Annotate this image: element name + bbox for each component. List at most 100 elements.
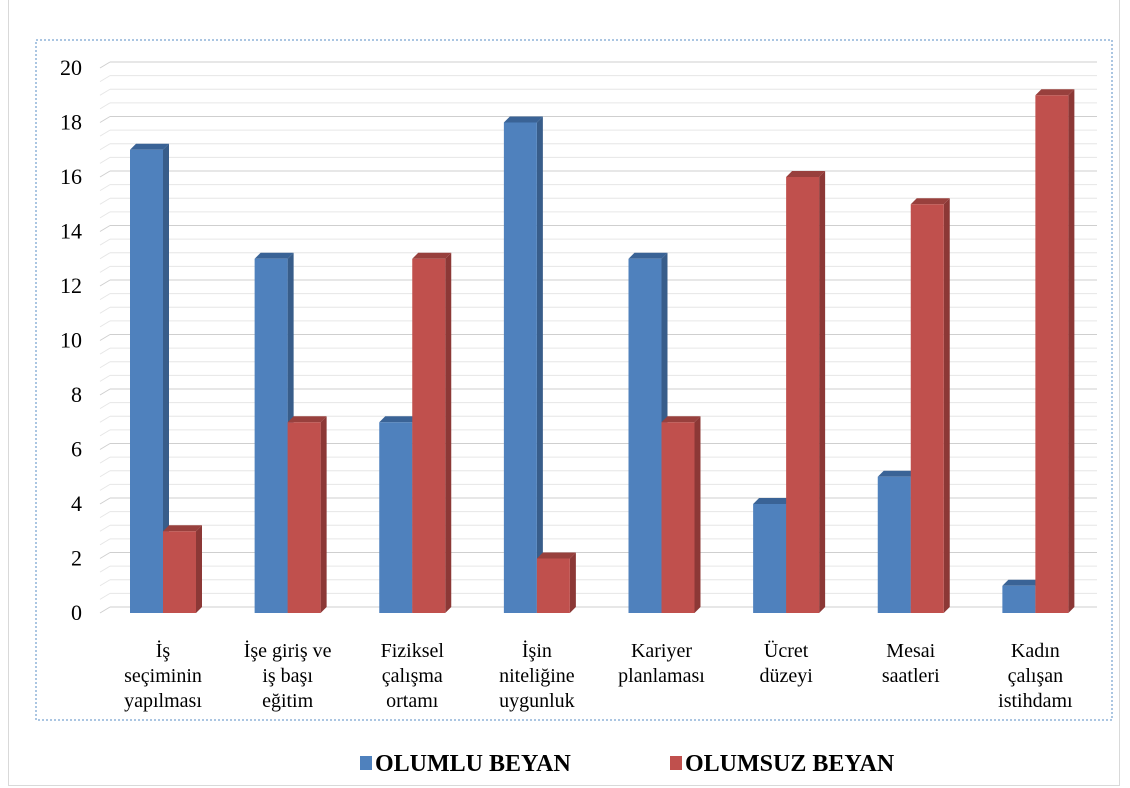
gridline-major-depth (99, 606, 111, 614)
bar-side-face (1068, 89, 1075, 613)
bar-top-face (910, 198, 950, 205)
outer-frame (8, 0, 1120, 786)
gridline-minor-depth (99, 238, 111, 246)
bar-olumsuz-5 (661, 416, 701, 613)
gridline-minor-depth (99, 429, 111, 437)
y-tick-label: 0 (71, 600, 82, 625)
bar-top-face (1002, 579, 1042, 586)
bar-front-face (536, 558, 570, 613)
y-tick-label: 6 (71, 437, 82, 462)
y-tick-label: 16 (60, 164, 82, 189)
legend: OLUMLU BEYAN OLUMSUZ BEYAN (360, 751, 895, 777)
bar-front-face (1035, 95, 1069, 613)
bar-olumsuz-3 (412, 252, 452, 613)
bar-olumlu-4 (503, 116, 543, 613)
y-tick-label: 4 (71, 491, 82, 516)
bar-front-face (910, 204, 944, 613)
bar-olumsuz-2 (287, 416, 327, 613)
bar-top-face (379, 416, 419, 423)
bar-olumsuz-7 (910, 198, 950, 613)
x-tick-label: Mesai saatleri (882, 640, 940, 687)
gridline-major-depth (99, 279, 111, 287)
gridline-minor-depth (99, 320, 111, 328)
gridline-major-depth (99, 225, 111, 232)
gridline-minor-depth (99, 211, 111, 219)
gridline-minor-depth (99, 184, 111, 192)
gridline-major-depth (99, 334, 111, 341)
x-tick-label: İş seçiminin yapılması (124, 639, 202, 712)
gridline-minor-depth (99, 252, 111, 260)
bar-front-face (1002, 585, 1036, 613)
gridline-minor-depth (99, 197, 111, 205)
legend-label: OLUMSUZ BEYAN (685, 751, 895, 777)
gridline-minor-depth (99, 483, 111, 491)
y-tick-label: 12 (60, 273, 82, 298)
gridline-minor-depth (99, 579, 111, 587)
bar-top-face (1035, 89, 1075, 96)
gridline-major-depth (99, 170, 111, 178)
bar-top-face (536, 552, 576, 559)
bar-top-face (163, 525, 202, 532)
bar-side-face (943, 198, 950, 613)
bar-olumsuz-4 (536, 552, 576, 613)
bar-top-face (254, 252, 294, 259)
y-tick-label: 2 (71, 546, 82, 571)
gridline-minor-depth (99, 129, 111, 137)
y-tick-label: 10 (60, 328, 82, 353)
bar-top-face (503, 116, 543, 123)
gridline-minor-depth (99, 361, 111, 369)
bar-front-face (130, 149, 163, 613)
x-tick-label: İşe giriş ve iş başı eğitim (244, 639, 332, 712)
bar-olumsuz-6 (786, 171, 826, 613)
x-tick-label: İşin niteliğine uygunluk (499, 639, 575, 712)
bar-top-face (130, 143, 169, 150)
legend-label: OLUMLU BEYAN (375, 751, 571, 777)
y-tick-label: 18 (60, 110, 82, 135)
bar-olumlu-1 (130, 143, 169, 613)
gridline-minor-depth (99, 511, 111, 519)
bar-front-face (287, 422, 321, 613)
gridline-minor-depth (99, 415, 111, 423)
gridline-minor-depth (99, 402, 111, 410)
y-axis: 0 2 4 6 8 10 12 14 16 18 20 (60, 55, 82, 625)
bar-top-face (661, 416, 701, 423)
gridline-minor-depth (99, 88, 111, 96)
gridline-minor-depth (99, 592, 111, 600)
bar-olumsuz-8 (1035, 89, 1075, 613)
legend-item-olumsuz: OLUMSUZ BEYAN (670, 751, 895, 777)
bar-olumsuz-1 (163, 525, 202, 613)
gridline-major-depth (99, 443, 111, 450)
gridline-minor-depth (99, 347, 111, 355)
gridline-minor-depth (99, 102, 111, 110)
bar-top-face (753, 498, 793, 504)
bar-front-face (254, 258, 288, 613)
x-tick-label: Ücret düzeyi (759, 639, 813, 687)
legend-swatch (360, 756, 372, 770)
x-tick-label: Kariyer planlaması (618, 640, 705, 687)
bar-top-face (287, 416, 327, 423)
bar-front-face (628, 258, 662, 613)
legend-swatch (670, 756, 682, 770)
bar-side-face (196, 525, 202, 613)
gridline-major-depth (99, 388, 111, 396)
gridline-minor-depth (99, 306, 111, 314)
y-tick-label: 20 (60, 55, 82, 80)
x-axis: İş seçiminin yapılması İşe giriş ve iş başı e… (124, 639, 1073, 712)
gridline-minor-depth (99, 456, 111, 464)
gridline-minor-depth (99, 143, 111, 151)
gridline-minor-depth (99, 265, 111, 273)
bar-top-face (628, 252, 668, 259)
bar-top-face (786, 171, 826, 177)
y-tick-label: 8 (71, 382, 82, 407)
bar-side-face (694, 416, 701, 613)
bar-front-face (877, 476, 911, 613)
bar-front-face (379, 422, 413, 613)
bar-top-face (412, 252, 452, 259)
bar-side-face (536, 116, 543, 613)
bar-front-face (753, 504, 787, 613)
bar-side-face (445, 252, 452, 613)
legend-item-olumlu: OLUMLU BEYAN (360, 751, 571, 777)
bar-front-face (503, 122, 537, 613)
